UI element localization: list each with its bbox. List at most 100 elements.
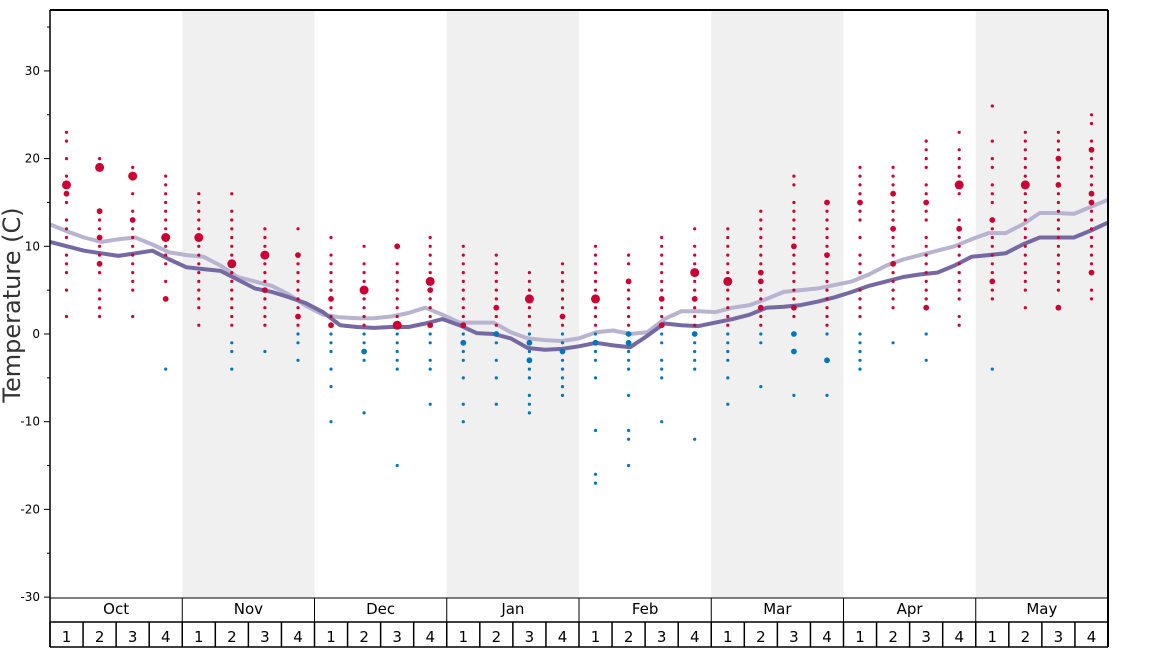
temp-dot [660,341,664,345]
week-label: 2 [1021,628,1031,646]
temp-dot [858,297,862,301]
week-label: 4 [558,628,568,646]
temp-dot [726,376,730,380]
temp-dot [858,332,862,336]
temp-dot [560,393,565,397]
week-label: 1 [591,628,601,646]
temp-dot [395,358,399,362]
temp-dot [957,314,961,319]
temp-dot [527,279,532,283]
temp-dot [891,306,895,310]
temp-dot [362,314,366,319]
temp-dot [791,331,797,337]
temp-dot [1089,121,1094,126]
temp-dot [825,218,829,222]
month-label-oct: Oct [103,600,129,618]
temp-dot [164,200,168,205]
temp-dot [1088,190,1095,197]
y-tick-label: 0 [32,327,40,341]
temp-dot [493,331,500,337]
temp-dot [759,218,763,222]
temp-dot [592,339,599,346]
temp-dot [792,174,796,178]
temp-dot [858,349,862,354]
temp-dot [131,253,135,257]
temp-dot [1089,297,1094,301]
temp-dot [660,420,664,424]
temp-dot [1089,209,1094,213]
temp-dot [197,271,201,275]
temp-dot [924,192,928,196]
temp-dot [560,358,565,362]
temp-dot [791,304,797,311]
temp-dot [230,244,234,248]
temp-dot [791,243,797,250]
temp-dot [593,288,598,292]
temp-dot [560,271,565,275]
month-label-mar: Mar [763,600,792,618]
temp-dot [792,227,796,231]
temp-dot [395,367,399,371]
temp-dot [494,253,498,257]
temp-dot [164,244,168,248]
temp-dot [726,402,730,406]
week-label: 1 [459,628,469,646]
temp-dot [691,331,698,337]
temp-dot [757,269,764,276]
temp-dot [726,341,730,345]
temp-dot [1055,182,1062,188]
temp-dot [693,279,697,283]
temp-dot [726,349,730,354]
temp-dot [527,288,532,292]
temp-dot [263,323,267,327]
temp-dot [660,332,664,336]
temp-dot [693,358,697,362]
temp-dot [64,130,69,134]
temp-dot [924,279,928,283]
temp-dot [164,262,168,266]
temp-dot [1089,139,1094,143]
temp-dot [957,235,961,240]
temp-dot [131,227,135,231]
temp-dot [296,279,300,283]
temp-dot [295,252,301,258]
temp-dot [957,192,961,196]
temp-dot [858,174,862,178]
temp-dot [263,314,267,319]
temp-dot [329,367,333,371]
temp-dot [263,262,267,266]
temp-dot [791,348,797,355]
temp-dot [131,271,135,275]
temp-dot [858,165,862,169]
temp-dot [989,217,996,223]
temp-dot [858,192,862,196]
temp-dot [461,262,465,266]
temp-dot [757,304,764,311]
temp-dot [1023,157,1027,161]
temp-dot [527,393,532,397]
temp-dot [164,183,168,187]
temp-dot [591,294,600,304]
temp-dot [792,235,796,240]
temp-dot [227,259,237,269]
temp-dot [428,271,432,275]
temp-dot [494,279,498,283]
temp-dot [395,262,399,266]
week-label: 4 [293,628,303,646]
temp-dot [461,244,465,248]
temp-dot [726,244,730,248]
temp-dot [260,250,270,260]
temp-dot [95,162,105,172]
temp-dot [1089,174,1094,178]
temp-dot [197,227,201,231]
temp-dot [593,244,598,248]
temp-dot [858,288,862,292]
temp-dot [230,341,234,345]
temp-dot [461,358,465,362]
temp-dot [660,288,664,292]
temp-dot [395,341,399,345]
temp-dot [164,279,168,283]
temp-dot [990,192,994,196]
temp-dot [593,332,598,336]
temp-dot [197,288,201,292]
